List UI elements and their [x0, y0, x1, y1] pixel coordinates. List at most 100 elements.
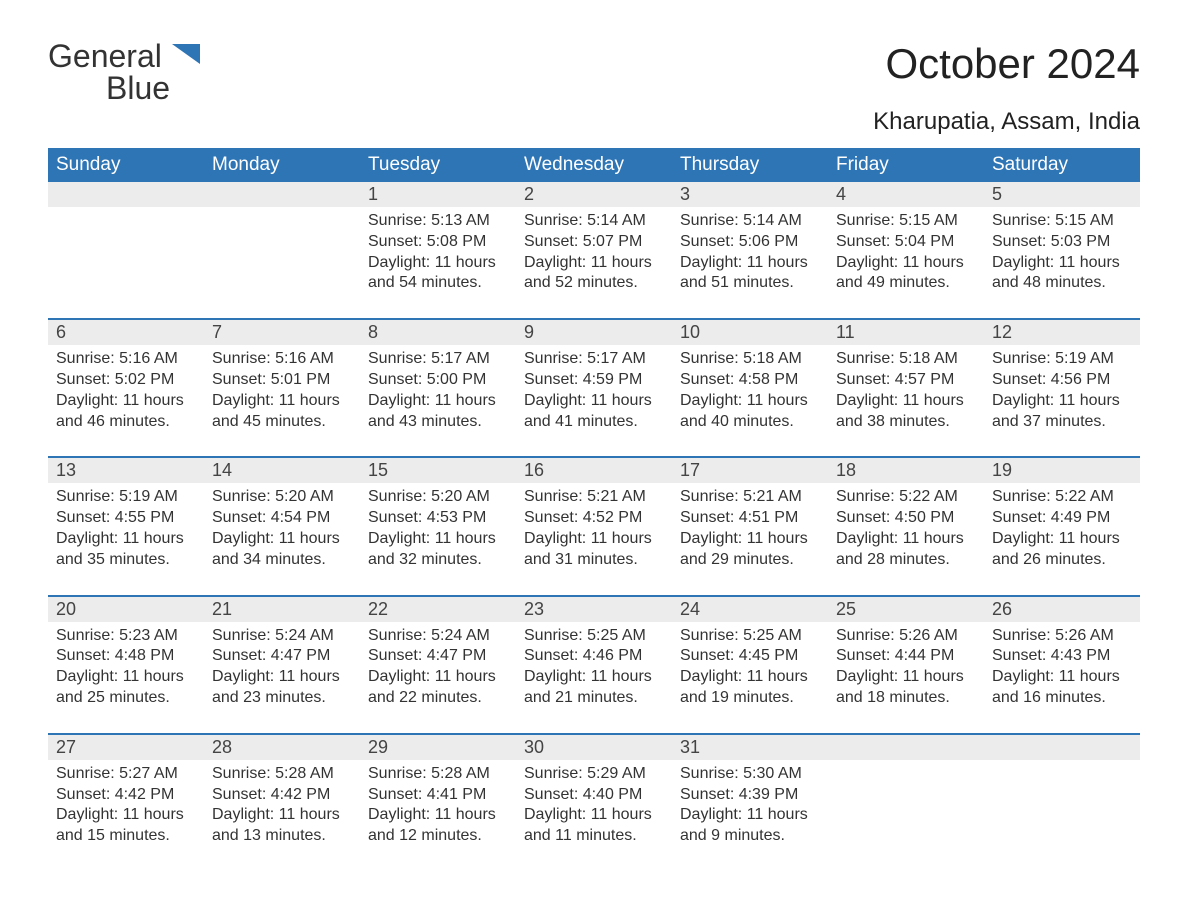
sunrise-line: Sunrise: 5:21 AM	[524, 487, 664, 508]
weekday-header: Sunday	[48, 149, 204, 181]
day-number-cell: 27	[48, 734, 204, 760]
day-data-cell: Sunrise: 5:17 AMSunset: 4:59 PMDaylight:…	[516, 345, 672, 457]
sunset-line: Sunset: 4:51 PM	[680, 508, 820, 529]
sunrise-line: Sunrise: 5:30 AM	[680, 764, 820, 785]
day-data-cell: Sunrise: 5:16 AMSunset: 5:02 PMDaylight:…	[48, 345, 204, 457]
day-number-cell	[48, 181, 204, 207]
day-data-cell	[204, 207, 360, 319]
sunrise-line: Sunrise: 5:26 AM	[836, 626, 976, 647]
sunrise-line: Sunrise: 5:16 AM	[212, 349, 352, 370]
day-number-cell: 13	[48, 457, 204, 483]
day-number-cell: 18	[828, 457, 984, 483]
daylight-line: Daylight: 11 hours and 15 minutes.	[56, 805, 196, 847]
daylight-line: Daylight: 11 hours and 40 minutes.	[680, 391, 820, 433]
day-number-cell: 2	[516, 181, 672, 207]
day-number-cell: 4	[828, 181, 984, 207]
day-data-cell: Sunrise: 5:29 AMSunset: 4:40 PMDaylight:…	[516, 760, 672, 871]
weekday-header-row: SundayMondayTuesdayWednesdayThursdayFrid…	[48, 149, 1140, 181]
day-data-cell: Sunrise: 5:24 AMSunset: 4:47 PMDaylight:…	[204, 622, 360, 734]
daynum-row: 13141516171819	[48, 457, 1140, 483]
daylight-line: Daylight: 11 hours and 9 minutes.	[680, 805, 820, 847]
day-number-cell: 1	[360, 181, 516, 207]
day-data-cell: Sunrise: 5:25 AMSunset: 4:45 PMDaylight:…	[672, 622, 828, 734]
sunrise-line: Sunrise: 5:17 AM	[524, 349, 664, 370]
sunrise-line: Sunrise: 5:23 AM	[56, 626, 196, 647]
daylight-line: Daylight: 11 hours and 34 minutes.	[212, 529, 352, 571]
logo-word2: Blue	[106, 70, 170, 106]
day-data-cell	[984, 760, 1140, 871]
sunrise-line: Sunrise: 5:20 AM	[212, 487, 352, 508]
day-data-cell: Sunrise: 5:13 AMSunset: 5:08 PMDaylight:…	[360, 207, 516, 319]
daylight-line: Daylight: 11 hours and 37 minutes.	[992, 391, 1132, 433]
sunrise-line: Sunrise: 5:24 AM	[212, 626, 352, 647]
sunset-line: Sunset: 4:54 PM	[212, 508, 352, 529]
daylight-line: Daylight: 11 hours and 46 minutes.	[56, 391, 196, 433]
day-number-cell: 21	[204, 596, 360, 622]
sunset-line: Sunset: 5:06 PM	[680, 232, 820, 253]
daylight-line: Daylight: 11 hours and 35 minutes.	[56, 529, 196, 571]
day-number-cell: 16	[516, 457, 672, 483]
day-data-cell: Sunrise: 5:19 AMSunset: 4:56 PMDaylight:…	[984, 345, 1140, 457]
day-data-cell: Sunrise: 5:19 AMSunset: 4:55 PMDaylight:…	[48, 483, 204, 595]
data-row: Sunrise: 5:19 AMSunset: 4:55 PMDaylight:…	[48, 483, 1140, 595]
sunset-line: Sunset: 5:02 PM	[56, 370, 196, 391]
day-data-cell: Sunrise: 5:28 AMSunset: 4:41 PMDaylight:…	[360, 760, 516, 871]
day-data-cell: Sunrise: 5:14 AMSunset: 5:06 PMDaylight:…	[672, 207, 828, 319]
day-data-cell: Sunrise: 5:22 AMSunset: 4:50 PMDaylight:…	[828, 483, 984, 595]
day-number-cell: 26	[984, 596, 1140, 622]
sunset-line: Sunset: 4:48 PM	[56, 646, 196, 667]
daylight-line: Daylight: 11 hours and 29 minutes.	[680, 529, 820, 571]
daylight-line: Daylight: 11 hours and 21 minutes.	[524, 667, 664, 709]
daynum-row: 20212223242526	[48, 596, 1140, 622]
day-data-cell: Sunrise: 5:23 AMSunset: 4:48 PMDaylight:…	[48, 622, 204, 734]
sunset-line: Sunset: 4:49 PM	[992, 508, 1132, 529]
day-number-cell: 17	[672, 457, 828, 483]
day-number-cell: 28	[204, 734, 360, 760]
day-data-cell: Sunrise: 5:18 AMSunset: 4:57 PMDaylight:…	[828, 345, 984, 457]
daylight-line: Daylight: 11 hours and 32 minutes.	[368, 529, 508, 571]
sunset-line: Sunset: 4:39 PM	[680, 785, 820, 806]
sunrise-line: Sunrise: 5:20 AM	[368, 487, 508, 508]
sunset-line: Sunset: 4:44 PM	[836, 646, 976, 667]
data-row: Sunrise: 5:23 AMSunset: 4:48 PM Daylight:…	[48, 622, 1140, 734]
daylight-line: Daylight: 11 hours and 31 minutes.	[524, 529, 664, 571]
sunset-line: Sunset: 5:01 PM	[212, 370, 352, 391]
daylight-line: Daylight: 11 hours and 41 minutes.	[524, 391, 664, 433]
sunset-line: Sunset: 4:53 PM	[368, 508, 508, 529]
day-data-cell: Sunrise: 5:26 AMSunset: 4:44 PMDaylight:…	[828, 622, 984, 734]
sunset-line: Sunset: 4:40 PM	[524, 785, 664, 806]
day-number-cell: 20	[48, 596, 204, 622]
day-number-cell: 5	[984, 181, 1140, 207]
day-number-cell: 11	[828, 319, 984, 345]
daylight-line: Daylight: 11 hours and 54 minutes.	[368, 253, 508, 295]
day-data-cell: Sunrise: 5:30 AMSunset: 4:39 PMDaylight:…	[672, 760, 828, 871]
weekday-header: Monday	[204, 149, 360, 181]
day-number-cell: 6	[48, 319, 204, 345]
day-data-cell: Sunrise: 5:27 AMSunset: 4:42 PMDaylight:…	[48, 760, 204, 871]
weekday-header: Wednesday	[516, 149, 672, 181]
sunrise-line: Sunrise: 5:24 AM	[368, 626, 508, 647]
sunset-line: Sunset: 4:41 PM	[368, 785, 508, 806]
sunrise-line: Sunrise: 5:28 AM	[368, 764, 508, 785]
daynum-row: 2728293031	[48, 734, 1140, 760]
sunset-line: Sunset: 4:55 PM	[56, 508, 196, 529]
logo: General Blue	[48, 40, 200, 104]
sunset-line: Sunset: 4:46 PM	[524, 646, 664, 667]
logo-flag-icon	[172, 44, 200, 64]
day-data-cell: Sunrise: 5:24 AMSunset: 4:47 PMDaylight:…	[360, 622, 516, 734]
daynum-row: 12345	[48, 181, 1140, 207]
sunset-line: Sunset: 4:50 PM	[836, 508, 976, 529]
sunset-line: Sunset: 4:52 PM	[524, 508, 664, 529]
daynum-row: 6789101112	[48, 319, 1140, 345]
sunrise-line: Sunrise: 5:15 AM	[992, 211, 1132, 232]
weekday-header: Friday	[828, 149, 984, 181]
daylight-line: Daylight: 11 hours and 28 minutes.	[836, 529, 976, 571]
sunrise-line: Sunrise: 5:19 AM	[56, 487, 196, 508]
day-number-cell: 31	[672, 734, 828, 760]
daylight-line: Daylight: 11 hours and 49 minutes.	[836, 253, 976, 295]
daylight-line: Daylight: 11 hours and 12 minutes.	[368, 805, 508, 847]
day-data-cell: Sunrise: 5:25 AMSunset: 4:46 PMDaylight:…	[516, 622, 672, 734]
sunrise-line: Sunrise: 5:15 AM	[836, 211, 976, 232]
sunrise-line: Sunrise: 5:16 AM	[56, 349, 196, 370]
sunset-line: Sunset: 4:43 PM	[992, 646, 1132, 667]
